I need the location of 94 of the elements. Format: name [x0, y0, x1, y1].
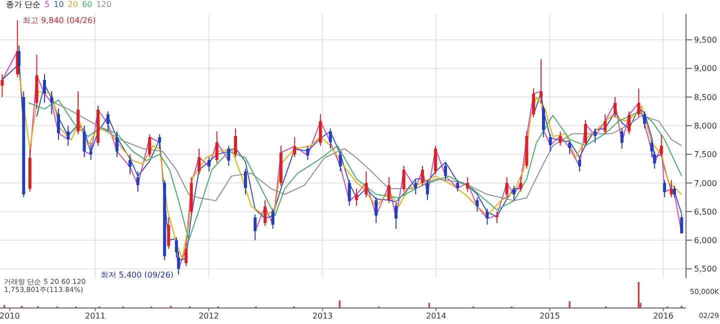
candlestick: [50, 90, 54, 115]
candlestick: [614, 96, 617, 118]
candlestick: [548, 134, 552, 152]
candlestick: [456, 180, 460, 192]
candlestick: [387, 176, 390, 204]
candlestick: [672, 185, 676, 198]
candlestick: [148, 134, 152, 158]
candlestick: [495, 211, 498, 224]
legend-title: 종가 단순: [6, 0, 41, 10]
candlestick: [254, 214, 257, 241]
candlestick: [628, 110, 631, 135]
text: 60: [82, 0, 92, 10]
candlestick: [271, 208, 274, 230]
candlestick: [0, 74, 4, 98]
candlestick: [208, 156, 211, 172]
candlestick: [374, 196, 378, 224]
candlestick: [578, 156, 582, 172]
candlestick: [338, 150, 342, 172]
candlestick: [158, 134, 162, 150]
text: 120: [96, 0, 112, 10]
y-tick-label: 5,500: [694, 264, 717, 274]
candlestick: [594, 128, 597, 144]
y-tick-label: 9,500: [694, 36, 717, 45]
candlestick: [42, 74, 46, 104]
candlestick: [604, 114, 607, 135]
candlestick: [355, 188, 358, 206]
x-tick-label: 2013: [312, 312, 333, 321]
text: 5: [44, 0, 50, 10]
candlestick: [115, 130, 118, 158]
y-tick-label: 8,000: [694, 122, 717, 131]
candlestick: [198, 148, 201, 175]
candlestick: [476, 196, 479, 212]
candlestick: [542, 105, 546, 138]
candlestick: [66, 125, 70, 146]
y-tick-label: 6,500: [694, 207, 717, 216]
text: 20: [68, 0, 78, 10]
candlestick: [106, 110, 110, 132]
x-tick-label: 2016: [653, 312, 674, 321]
x-tick-label: 2010: [0, 312, 20, 321]
candlestick: [444, 162, 448, 181]
candlestick: [584, 119, 588, 146]
candlestick: [167, 216, 170, 250]
candlestick: [402, 165, 406, 192]
candlestick: [414, 180, 418, 195]
candlestick: [637, 88, 640, 118]
candlestick: [364, 170, 368, 198]
text: 10: [54, 0, 64, 10]
candlestick: [558, 130, 562, 146]
candlestick: [486, 208, 489, 226]
candlestick: [184, 242, 188, 266]
candlestick: [394, 202, 398, 230]
candlestick: [643, 110, 646, 130]
x-tick-label: 2014: [426, 312, 446, 321]
candlestick: [215, 130, 218, 164]
candlestick: [620, 128, 624, 150]
candlestick: [328, 128, 332, 150]
candlestick: [466, 176, 470, 192]
y-tick-label: 7,000: [694, 178, 717, 188]
candlestick: [234, 128, 238, 158]
y-tick-label: 6,000: [694, 236, 717, 246]
candlestick: [680, 214, 684, 234]
candlestick: [318, 114, 322, 146]
x-tick-label: 2011: [85, 312, 106, 321]
candlestick: [660, 134, 663, 158]
candlestick: [540, 58, 543, 104]
annotation: 최고 9,840 (04/26): [22, 16, 96, 26]
y-tick-label: 9,000: [694, 64, 717, 74]
candlestick: [426, 180, 429, 201]
candlestick: [663, 180, 666, 198]
candlestick: [306, 145, 310, 161]
y-tick-label: 8,500: [694, 92, 717, 102]
candlestick: [348, 180, 351, 206]
candlestick: [420, 165, 424, 186]
candlestick: [532, 88, 536, 118]
candlestick: [264, 200, 267, 226]
candlestick: [293, 136, 296, 158]
x-tick-label: 2012: [198, 312, 219, 321]
candlestick: [512, 185, 516, 201]
candlestick: [434, 145, 438, 175]
candlestick: [505, 176, 508, 198]
candlestick: [128, 154, 132, 175]
candlestick: [56, 108, 60, 140]
candlestick: [519, 176, 522, 192]
candlestick: [76, 90, 80, 135]
candlestick: [82, 125, 86, 158]
x-tick-label: 2015: [540, 312, 560, 321]
candlestick: [568, 139, 572, 155]
candlestick: [244, 168, 247, 195]
candlestick: [136, 170, 140, 192]
candlestick: [670, 180, 673, 198]
candlestick: [89, 142, 92, 161]
y-tick-label: 7,500: [694, 150, 717, 160]
candlestick: [227, 145, 230, 166]
line-series: [28, 99, 682, 241]
